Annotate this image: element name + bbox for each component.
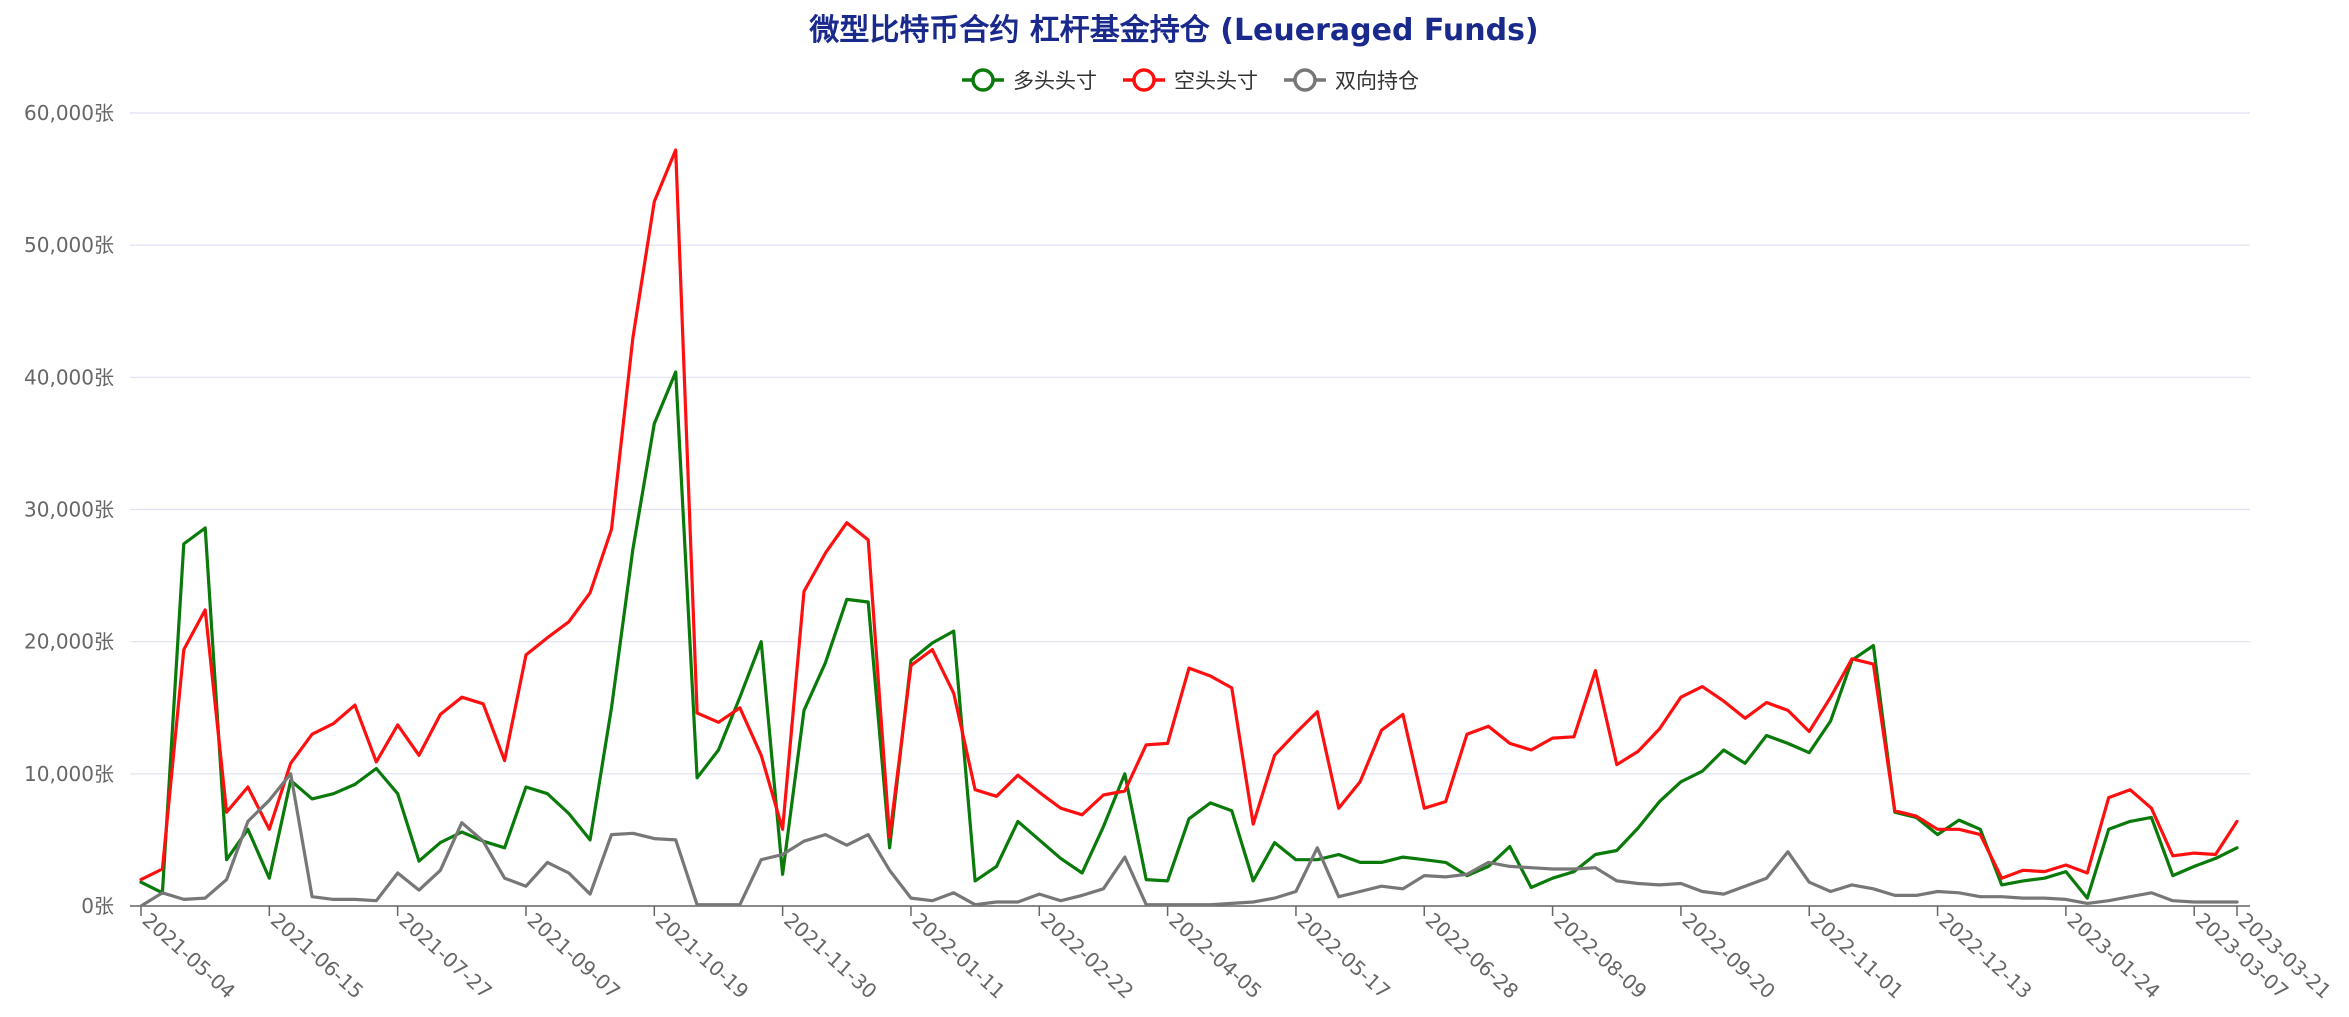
legend-item[interactable]: 双向持仓	[1284, 68, 1419, 93]
x-tick-label: 2022-08-09	[1549, 908, 1651, 1004]
gridlines	[130, 112, 2250, 907]
y-tick-label: 10,000张	[24, 762, 114, 786]
legend: 多头头寸 空头头寸 双向持仓	[962, 68, 1419, 93]
y-tick-label: 60,000张	[24, 101, 114, 125]
legend-marker	[1293, 68, 1317, 92]
legend-label: 双向持仓	[1335, 69, 1419, 93]
y-tick-label: 0张	[81, 894, 114, 918]
x-axis: 2021-05-04 2021-06-15 2021-07-27 2021-09-07…	[130, 905, 2336, 1004]
x-tick-label: 2021-05-04	[138, 908, 240, 1004]
legend-marker	[1132, 68, 1156, 92]
x-tick-label: 2021-09-07	[523, 908, 625, 1004]
x-tick-label: 2022-01-11	[908, 908, 1010, 1004]
x-tick-label: 2022-04-05	[1164, 908, 1266, 1004]
legend-marker	[971, 68, 995, 92]
y-tick-label: 40,000张	[24, 365, 114, 389]
x-tick-label: 2022-02-22	[1036, 908, 1138, 1004]
x-tick-label: 2022-09-20	[1678, 908, 1780, 1004]
y-tick-label: 30,000张	[24, 498, 114, 522]
x-tick-label: 2022-11-01	[1806, 908, 1908, 1004]
x-tick-label: 2023-01-24	[2063, 908, 2165, 1004]
series-line-2	[139, 148, 2239, 882]
x-tick-label: 2022-12-13	[1934, 908, 2036, 1004]
legend-item[interactable]: 多头头寸	[962, 68, 1097, 93]
legend-label: 空头头寸	[1174, 69, 1258, 93]
x-tick-label: 2022-06-28	[1421, 908, 1523, 1004]
legend-item[interactable]: 空头头寸	[1123, 68, 1258, 93]
x-tick-label: 2021-10-19	[651, 908, 753, 1004]
chart-title: 微型比特币合约 杠杆基金持仓 (Leueraged Funds)	[808, 13, 1538, 48]
x-tick-label: 2022-05-17	[1293, 908, 1395, 1004]
series-line-3	[139, 772, 2239, 908]
series-layer	[139, 148, 2239, 908]
x-tick-label: 2021-07-27	[394, 908, 496, 1004]
x-tick-label: 2021-11-30	[779, 908, 881, 1004]
legend-label: 多头头寸	[1013, 69, 1097, 93]
x-tick-label: 2021-06-15	[266, 908, 368, 1004]
y-tick-label: 50,000张	[24, 233, 114, 257]
y-tick-label: 20,000张	[24, 630, 114, 654]
y-axis: 0张 10,000张 20,000张 30,000张 40,000张 50,000张 60,…	[24, 101, 114, 918]
